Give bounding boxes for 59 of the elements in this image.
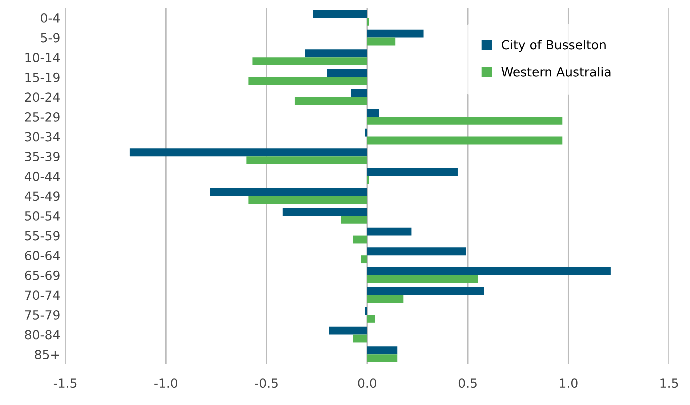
bar (329, 326, 368, 335)
bar (282, 208, 368, 216)
y-tick-label: 20-24 (25, 92, 60, 102)
bar (252, 58, 368, 66)
y-tick-label: 70-74 (25, 290, 60, 300)
bar (246, 156, 368, 165)
y-tick-label: 35-39 (25, 152, 60, 162)
y-tick-label: 0-4 (41, 13, 60, 23)
bar (248, 77, 368, 86)
x-tick-label: -0.5 (255, 378, 278, 388)
bar (367, 228, 412, 236)
bar (367, 346, 398, 355)
y-tick-label: 65-69 (25, 270, 60, 280)
x-tick-label: 0.0 (358, 378, 377, 388)
y-tick-label: 85+ (35, 350, 60, 360)
bar (130, 148, 368, 157)
bar (367, 38, 396, 46)
y-tick-label: 40-44 (24, 172, 60, 182)
bar (367, 30, 424, 38)
x-tick-label: -1.5 (54, 378, 77, 388)
bar (353, 236, 368, 244)
x-tick-label: 1.5 (660, 378, 678, 388)
bar (248, 196, 368, 204)
y-tick-label: 80-84 (25, 330, 60, 340)
x-tick-label: 1.0 (560, 378, 578, 388)
legend-label: City of Busselton (502, 40, 606, 52)
x-tick-label: 0.5 (458, 378, 477, 388)
y-tick-label: 50-54 (25, 211, 60, 221)
y-tick-label: 10-14 (26, 53, 60, 63)
y-tick-label: 25-29 (25, 112, 60, 122)
bar (351, 89, 368, 98)
y-tick-label: 30-34 (25, 132, 60, 142)
bar (210, 188, 368, 196)
bar (367, 117, 563, 125)
bar (367, 295, 404, 304)
bar (367, 168, 458, 176)
y-tick-label: 60-64 (25, 251, 60, 261)
bar (305, 50, 368, 58)
bar (327, 69, 368, 78)
x-tick-label: -1.0 (154, 378, 178, 388)
bar (367, 267, 611, 276)
bar (367, 248, 466, 256)
bar (341, 216, 368, 224)
y-tick-label: 75-79 (25, 310, 60, 320)
bar (367, 354, 398, 363)
bar (294, 97, 368, 106)
bar (353, 334, 368, 343)
y-tick-label: 15-19 (26, 72, 60, 82)
y-tick-label: 45-49 (24, 192, 60, 202)
bar (313, 10, 368, 18)
bar (367, 109, 380, 117)
y-tick-label: 5-9 (41, 33, 60, 43)
bar (361, 256, 368, 264)
y-tick-label: 55-59 (25, 231, 60, 241)
legend-label: Western Australia (502, 67, 611, 77)
bar (367, 275, 478, 284)
bar (367, 287, 484, 296)
bar (367, 315, 376, 323)
bar (367, 136, 563, 145)
